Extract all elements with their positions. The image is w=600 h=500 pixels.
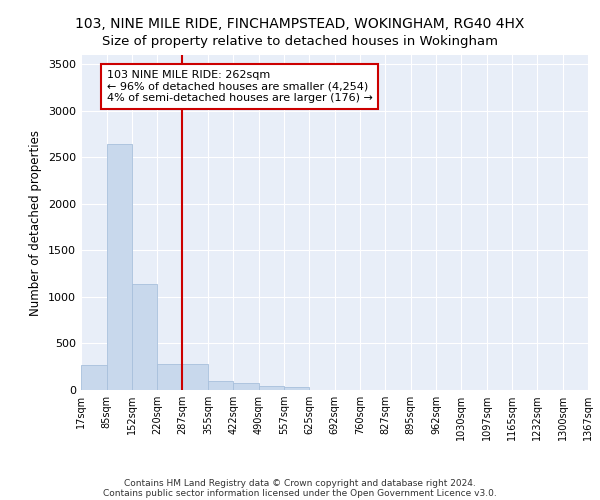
Text: Contains HM Land Registry data © Crown copyright and database right 2024.: Contains HM Land Registry data © Crown c… xyxy=(124,478,476,488)
Bar xyxy=(208,381,233,390)
Bar xyxy=(157,364,183,390)
Bar xyxy=(182,364,208,390)
Text: Contains public sector information licensed under the Open Government Licence v3: Contains public sector information licen… xyxy=(103,488,497,498)
Bar xyxy=(81,365,107,390)
Bar xyxy=(107,144,132,390)
Bar xyxy=(233,382,259,390)
Bar xyxy=(132,284,157,390)
Text: 103, NINE MILE RIDE, FINCHAMPSTEAD, WOKINGHAM, RG40 4HX: 103, NINE MILE RIDE, FINCHAMPSTEAD, WOKI… xyxy=(76,18,524,32)
Bar xyxy=(284,387,310,390)
Bar xyxy=(259,386,284,390)
Text: Size of property relative to detached houses in Wokingham: Size of property relative to detached ho… xyxy=(102,35,498,48)
Text: 103 NINE MILE RIDE: 262sqm
← 96% of detached houses are smaller (4,254)
4% of se: 103 NINE MILE RIDE: 262sqm ← 96% of deta… xyxy=(107,70,373,103)
Y-axis label: Number of detached properties: Number of detached properties xyxy=(29,130,43,316)
